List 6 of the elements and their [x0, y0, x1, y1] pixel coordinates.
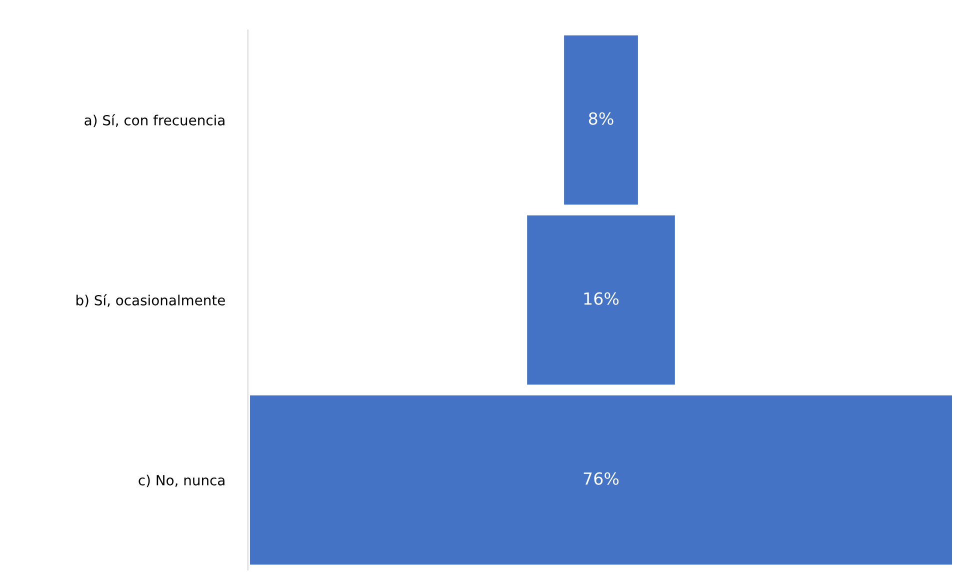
- data-label: 8%: [588, 112, 614, 125]
- category-label: c) No, nunca: [138, 474, 224, 488]
- data-label: 16%: [584, 292, 619, 305]
- category-label: a) Sí, con frecuencia: [84, 114, 224, 128]
- data-label: 76%: [584, 472, 619, 485]
- category-label: b) Sí, ocasionalmente: [76, 294, 225, 308]
